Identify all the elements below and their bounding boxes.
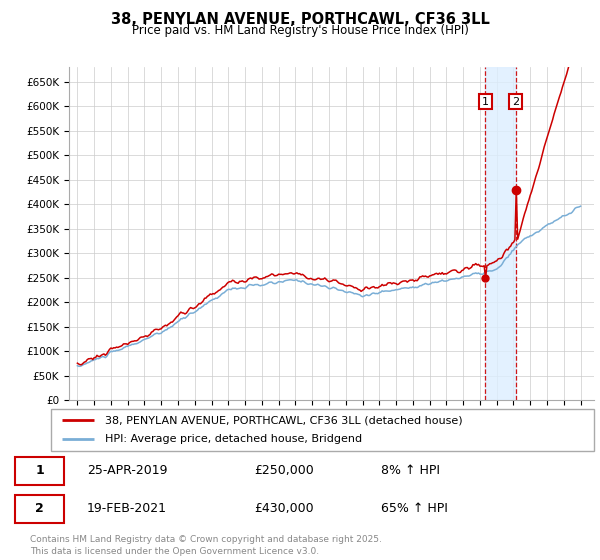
Text: 2: 2 bbox=[35, 502, 44, 515]
Text: 38, PENYLAN AVENUE, PORTHCAWL, CF36 3LL (detached house): 38, PENYLAN AVENUE, PORTHCAWL, CF36 3LL … bbox=[106, 415, 463, 425]
Text: 1: 1 bbox=[35, 464, 44, 478]
Text: Price paid vs. HM Land Registry's House Price Index (HPI): Price paid vs. HM Land Registry's House … bbox=[131, 24, 469, 36]
Text: 19-FEB-2021: 19-FEB-2021 bbox=[87, 502, 167, 515]
Text: Contains HM Land Registry data © Crown copyright and database right 2025.
This d: Contains HM Land Registry data © Crown c… bbox=[30, 535, 382, 556]
FancyBboxPatch shape bbox=[15, 457, 64, 485]
Text: 1: 1 bbox=[482, 96, 489, 106]
Text: 2: 2 bbox=[512, 96, 519, 106]
Text: HPI: Average price, detached house, Bridgend: HPI: Average price, detached house, Brid… bbox=[106, 435, 362, 445]
Bar bbox=[485, 67, 515, 400]
FancyBboxPatch shape bbox=[15, 495, 64, 522]
Text: 25-APR-2019: 25-APR-2019 bbox=[87, 464, 167, 478]
Text: 38, PENYLAN AVENUE, PORTHCAWL, CF36 3LL: 38, PENYLAN AVENUE, PORTHCAWL, CF36 3LL bbox=[110, 12, 490, 27]
Text: 8% ↑ HPI: 8% ↑ HPI bbox=[380, 464, 440, 478]
Text: £250,000: £250,000 bbox=[254, 464, 314, 478]
Text: 65% ↑ HPI: 65% ↑ HPI bbox=[380, 502, 448, 515]
Text: £430,000: £430,000 bbox=[254, 502, 314, 515]
